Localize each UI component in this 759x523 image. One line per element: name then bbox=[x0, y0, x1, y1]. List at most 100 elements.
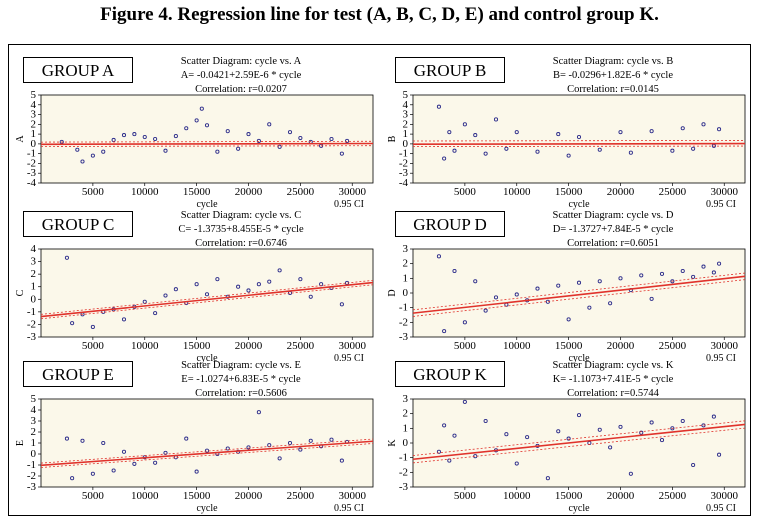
y-tick-label: 3 bbox=[403, 243, 409, 255]
data-point bbox=[504, 432, 509, 437]
ci-label: 0.95 CI bbox=[706, 199, 736, 210]
data-point bbox=[556, 283, 561, 288]
y-tick-label: -1 bbox=[27, 306, 36, 318]
y-tick-label: 0 bbox=[403, 437, 409, 449]
x-tick-label: 30000 bbox=[711, 186, 739, 198]
y-tick-label: -2 bbox=[399, 466, 408, 478]
data-point bbox=[436, 254, 441, 259]
ci-label: 0.95 CI bbox=[334, 199, 364, 210]
y-tick-label: -4 bbox=[27, 177, 37, 189]
data-point bbox=[597, 147, 602, 152]
correlation-value: Correlation: r=0.6746 bbox=[195, 238, 287, 249]
regression-line bbox=[412, 423, 746, 461]
data-point bbox=[173, 287, 178, 292]
y-tick-label: -2 bbox=[399, 157, 408, 169]
data-point bbox=[308, 294, 313, 299]
data-point bbox=[462, 122, 467, 127]
data-point bbox=[80, 159, 85, 164]
ci-label: 0.95 CI bbox=[706, 353, 736, 364]
data-point bbox=[473, 279, 478, 284]
data-point bbox=[225, 446, 230, 451]
y-tick-label: 1 bbox=[31, 281, 37, 293]
x-tick-label: 20000 bbox=[235, 340, 263, 352]
data-point bbox=[287, 130, 293, 135]
data-point bbox=[711, 414, 716, 419]
x-tick-label: 15000 bbox=[183, 490, 211, 502]
y-tick-label: -2 bbox=[27, 318, 36, 330]
data-point bbox=[608, 301, 613, 306]
y-tick-label: 3 bbox=[403, 393, 409, 405]
data-point bbox=[64, 255, 69, 260]
data-point bbox=[436, 104, 441, 109]
y-tick-label: 5 bbox=[31, 89, 37, 101]
group-e-label: GROUP E bbox=[23, 361, 133, 387]
data-point bbox=[329, 136, 334, 142]
x-tick-label: 25000 bbox=[287, 490, 315, 502]
data-point bbox=[199, 106, 204, 111]
data-point bbox=[452, 148, 457, 153]
data-point bbox=[483, 151, 488, 156]
data-point bbox=[628, 471, 633, 476]
data-point bbox=[483, 308, 488, 313]
data-point bbox=[545, 476, 550, 481]
data-point bbox=[339, 458, 344, 463]
data-point bbox=[308, 438, 313, 443]
y-tick-label: -1 bbox=[399, 302, 408, 314]
regression-line bbox=[40, 142, 374, 146]
x-tick-label: 25000 bbox=[287, 340, 315, 352]
data-point bbox=[184, 126, 189, 131]
data-point bbox=[452, 268, 457, 274]
data-point bbox=[194, 118, 199, 123]
correlation-value: Correlation: r=0.0207 bbox=[195, 84, 287, 95]
data-point bbox=[566, 317, 571, 322]
data-point bbox=[75, 147, 80, 152]
y-tick-label: -1 bbox=[27, 148, 36, 160]
x-tick-label: 10000 bbox=[503, 340, 531, 352]
y-axis-label: D bbox=[387, 289, 398, 296]
chart-title: Scatter Diagram: cycle vs. C bbox=[180, 210, 302, 221]
data-point bbox=[597, 279, 602, 284]
data-point bbox=[670, 279, 675, 284]
correlation-value: Correlation: r=0.6051 bbox=[567, 238, 659, 249]
figure-frame: GROUP A Scatter Diagram: cycle vs. A A= -0… bbox=[8, 44, 751, 516]
regression-equation: K= -1.1073+7.41E-5 * cycle bbox=[552, 374, 674, 385]
data-point bbox=[462, 399, 467, 404]
data-point bbox=[680, 418, 685, 424]
x-tick-label: 15000 bbox=[183, 186, 211, 198]
data-point bbox=[80, 438, 85, 443]
chart-title: Scatter Diagram: cycle vs. B bbox=[552, 56, 674, 67]
data-point bbox=[277, 268, 282, 273]
regression-equation: C= -1.3735+8.455E-5 * cycle bbox=[178, 224, 304, 235]
y-tick-label: 0 bbox=[31, 293, 37, 305]
data-point bbox=[504, 146, 509, 151]
data-point bbox=[525, 435, 530, 440]
y-tick-label: 3 bbox=[31, 109, 37, 121]
data-point bbox=[298, 135, 303, 141]
data-point bbox=[246, 132, 251, 137]
x-tick-label: 30000 bbox=[339, 490, 367, 502]
data-point bbox=[608, 445, 613, 450]
data-point bbox=[256, 282, 261, 287]
regression-line bbox=[40, 281, 374, 318]
y-tick-label: 3 bbox=[403, 109, 409, 121]
y-tick-label: -2 bbox=[27, 157, 36, 169]
data-point bbox=[267, 122, 272, 127]
ci-label: 0.95 CI bbox=[706, 503, 736, 514]
data-point bbox=[618, 424, 623, 429]
data-point bbox=[639, 273, 644, 278]
regression-line bbox=[412, 142, 746, 145]
group-b-label: GROUP B bbox=[395, 57, 505, 83]
data-points bbox=[59, 106, 350, 164]
x-axis-label: cycle bbox=[568, 503, 590, 514]
data-point bbox=[473, 133, 478, 138]
data-point bbox=[256, 410, 261, 415]
y-tick-label: 4 bbox=[403, 99, 409, 111]
plot-area bbox=[40, 94, 374, 184]
y-tick-label: 2 bbox=[403, 258, 409, 270]
y-tick-label: 5 bbox=[31, 393, 37, 405]
data-point bbox=[204, 123, 210, 128]
figure-title: Figure 4. Regression line for test (A, B… bbox=[100, 4, 659, 25]
data-point bbox=[256, 138, 261, 144]
